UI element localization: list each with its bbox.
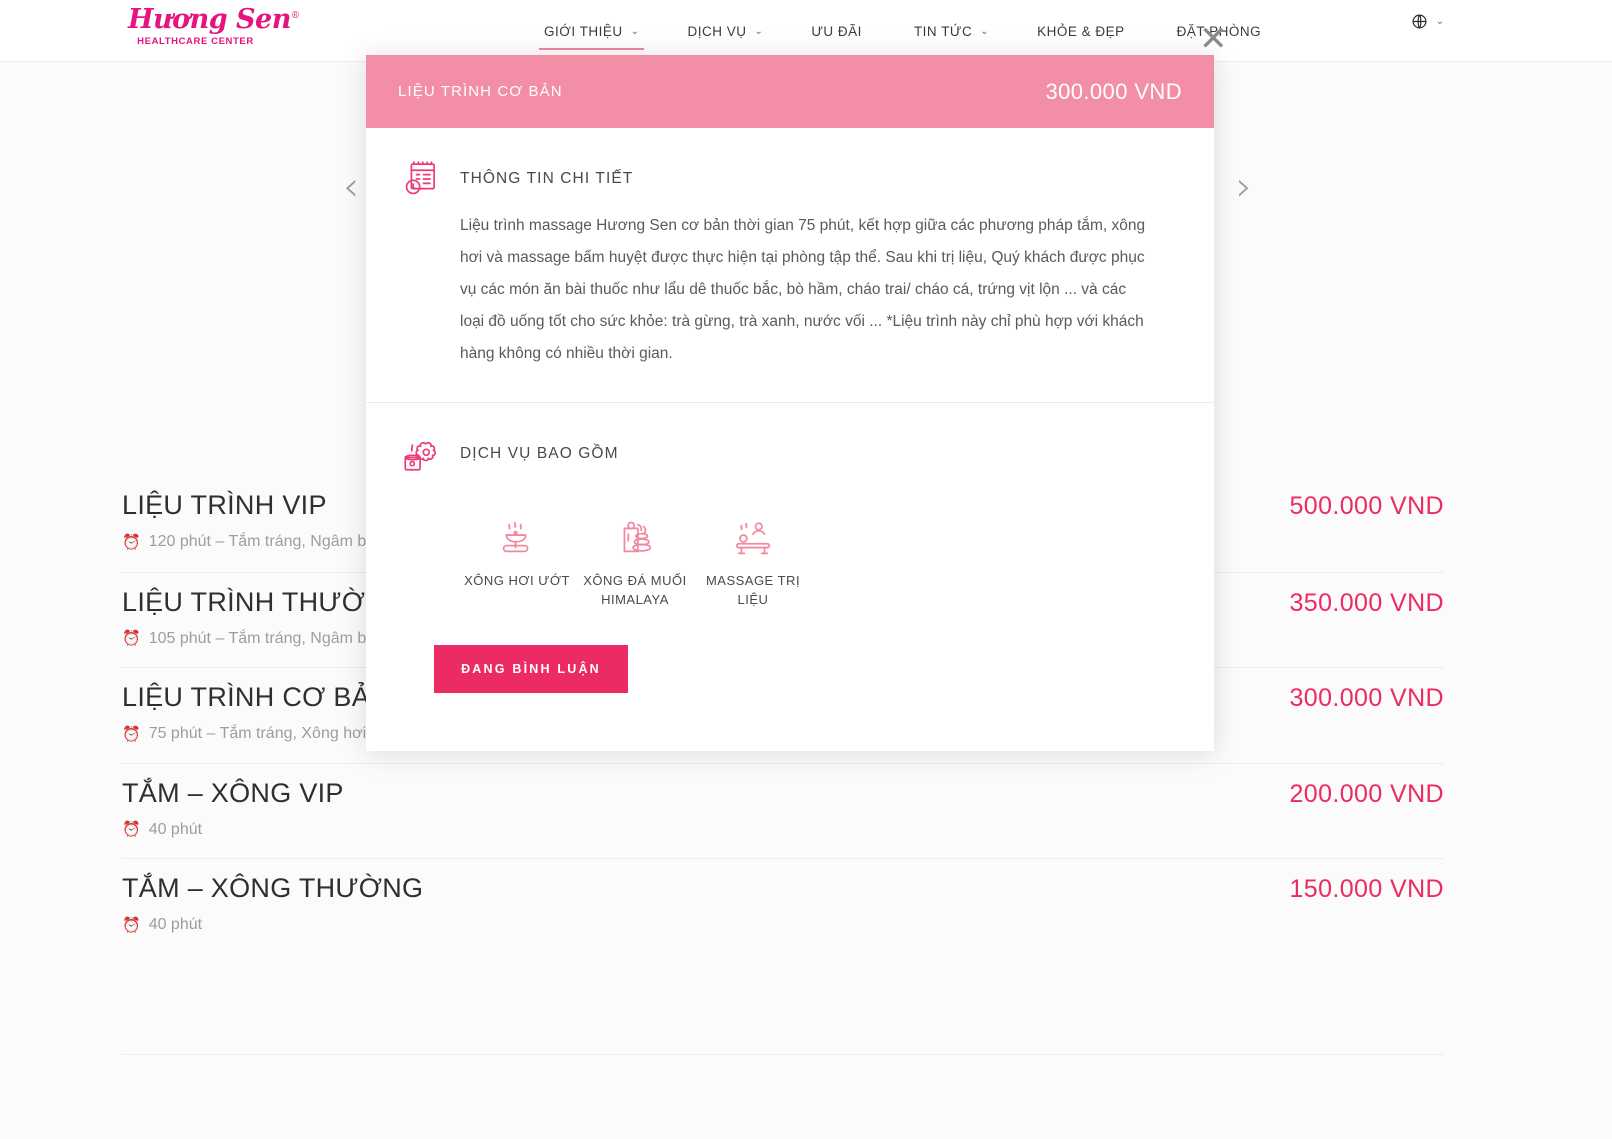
comment-button[interactable]: ĐANG BÌNH LUẬN — [434, 645, 628, 693]
globe-icon — [1412, 14, 1427, 29]
service-price: 350.000 VND — [1289, 588, 1444, 617]
massage-table-icon — [735, 522, 771, 555]
modal-divider — [366, 402, 1214, 403]
nav-item-gioi-thieu[interactable]: GIỚI THIỆU ⌄ — [520, 0, 663, 62]
services-section: DỊCH VỤ BAO GỒM XÔNG HƠI ƯỚT — [366, 403, 1214, 693]
alarm-clock-icon: ⏰ — [122, 916, 141, 934]
chevron-down-icon: ⌄ — [1435, 16, 1444, 27]
service-detail-modal: LIỆU TRÌNH CƠ BẢN 300.000 VND THÔNG TIN … — [366, 55, 1214, 751]
service-item[interactable]: XÔNG HƠI ƯỚT — [458, 503, 576, 609]
services-heading-row: DỊCH VỤ BAO GỒM — [400, 433, 1180, 475]
table-row[interactable]: TẮM – XÔNG THƯỜNG ⏰ 40 phút 150.000 VND — [122, 858, 1444, 954]
nav-label: DỊCH VỤ — [687, 23, 747, 39]
nav-label: KHỎE & ĐẸP — [1037, 23, 1125, 39]
logo-subtitle: HEALTHCARE CENTER — [137, 36, 254, 47]
service-meta: ⏰ 40 phút — [122, 916, 1444, 934]
alarm-clock-icon: ⏰ — [122, 725, 141, 743]
nav-item-khoe-dep[interactable]: KHỎE & ĐẸP — [1013, 0, 1153, 62]
service-label: MASSAGE TRỊ LIỆU — [705, 573, 801, 607]
site-logo[interactable]: Hương Sen® HEALTHCARE CENTER — [128, 6, 300, 58]
logo-registered-mark: ® — [290, 11, 300, 21]
nav-item-dich-vu[interactable]: DỊCH VỤ ⌄ — [663, 0, 787, 62]
table-row[interactable]: TẮM – XÔNG VIP ⏰ 40 phút 200.000 VND — [122, 762, 1444, 859]
service-label: XÔNG ĐÁ MUỐI HIMALAYA — [583, 573, 687, 607]
services-heading: DỊCH VỤ BAO GỒM — [460, 445, 619, 462]
chevron-down-icon: ⌄ — [754, 25, 764, 37]
calendar-clock-icon — [405, 161, 435, 195]
service-price: 500.000 VND — [1289, 492, 1444, 520]
nav-label: ĐẶT PHÒNG — [1176, 23, 1262, 39]
steam-bath-icon — [502, 521, 529, 553]
included-services-list: XÔNG HƠI ƯỚT — [458, 503, 1180, 609]
alarm-clock-icon: ⏰ — [122, 630, 141, 647]
service-title: LIỆU TRÌNH CƠ BẢN — [122, 682, 390, 712]
detail-heading-row: THÔNG TIN CHI TIẾT — [400, 158, 1180, 200]
main-nav: GIỚI THIỆU ⌄ DỊCH VỤ ⌄ ƯU ĐÃI TIN TỨC ⌄ … — [520, 0, 1289, 62]
carousel-next-arrow[interactable]: › — [1236, 164, 1252, 210]
service-label: XÔNG HƠI ƯỚT — [464, 573, 570, 588]
service-price: 150.000 VND — [1289, 875, 1444, 903]
nav-label: GIỚI THIỆU — [544, 23, 623, 39]
detail-section: THÔNG TIN CHI TIẾT Liệu trình massage Hư… — [366, 128, 1214, 402]
alarm-clock-icon: ⏰ — [122, 821, 141, 838]
chevron-down-icon: ⌄ — [630, 25, 640, 37]
nav-item-dat-phong[interactable]: ĐẶT PHÒNG — [1153, 0, 1290, 62]
modal-title: LIỆU TRÌNH CƠ BẢN — [398, 83, 563, 100]
detail-heading: THÔNG TIN CHI TIẾT — [460, 170, 634, 187]
service-duration: 40 phút — [148, 820, 203, 838]
close-icon[interactable]: ✕ — [1199, 20, 1228, 58]
modal-price: 300.000 VND — [1045, 78, 1182, 104]
list-bottom-divider — [122, 1054, 1444, 1055]
detail-body: Liệu trình massage Hương Sen cơ bản thời… — [460, 217, 1146, 362]
alarm-clock-icon: ⏰ — [122, 533, 141, 551]
site-header: Hương Sen® HEALTHCARE CENTER GIỚI THIỆU … — [0, 0, 1612, 62]
service-title: TẮM – XÔNG THƯỜNG — [122, 873, 424, 903]
nav-label: ƯU ĐÃI — [811, 23, 862, 39]
modal-header: LIỆU TRÌNH CƠ BẢN 300.000 VND — [366, 55, 1214, 128]
chevron-down-icon: ⌄ — [980, 25, 990, 37]
language-switcher[interactable]: ⌄ — [1411, 13, 1444, 30]
logo-name: Hương Sen — [128, 4, 291, 35]
spa-flower-icon — [404, 441, 437, 471]
service-duration: 40 phút — [148, 916, 203, 933]
service-price: 300.000 VND — [1289, 684, 1444, 712]
nav-label: TIN TỨC — [913, 23, 973, 39]
service-item[interactable]: MASSAGE TRỊ LIỆU — [694, 503, 812, 609]
service-title: LIỆU TRÌNH THƯỜNG — [122, 586, 407, 617]
service-icon-wrap — [458, 503, 576, 561]
service-meta: ⏰ 40 phút — [122, 821, 1444, 839]
nav-item-uu-dai[interactable]: ƯU ĐÃI — [787, 0, 890, 62]
nav-item-tin-tuc[interactable]: TIN TỨC ⌄ — [890, 0, 1013, 62]
service-price: 200.000 VND — [1289, 779, 1444, 808]
carousel-prev-arrow[interactable]: ‹ — [343, 164, 359, 210]
service-icon-wrap — [576, 503, 694, 561]
service-item[interactable]: XÔNG ĐÁ MUỐI HIMALAYA — [576, 503, 694, 609]
service-title: TẮM – XÔNG VIP — [122, 777, 344, 808]
hot-stone-icon — [623, 521, 652, 553]
service-icon-wrap — [694, 503, 812, 561]
logo-wordmark: Hương Sen® — [128, 4, 300, 35]
service-title: LIỆU TRÌNH VIP — [122, 490, 327, 520]
